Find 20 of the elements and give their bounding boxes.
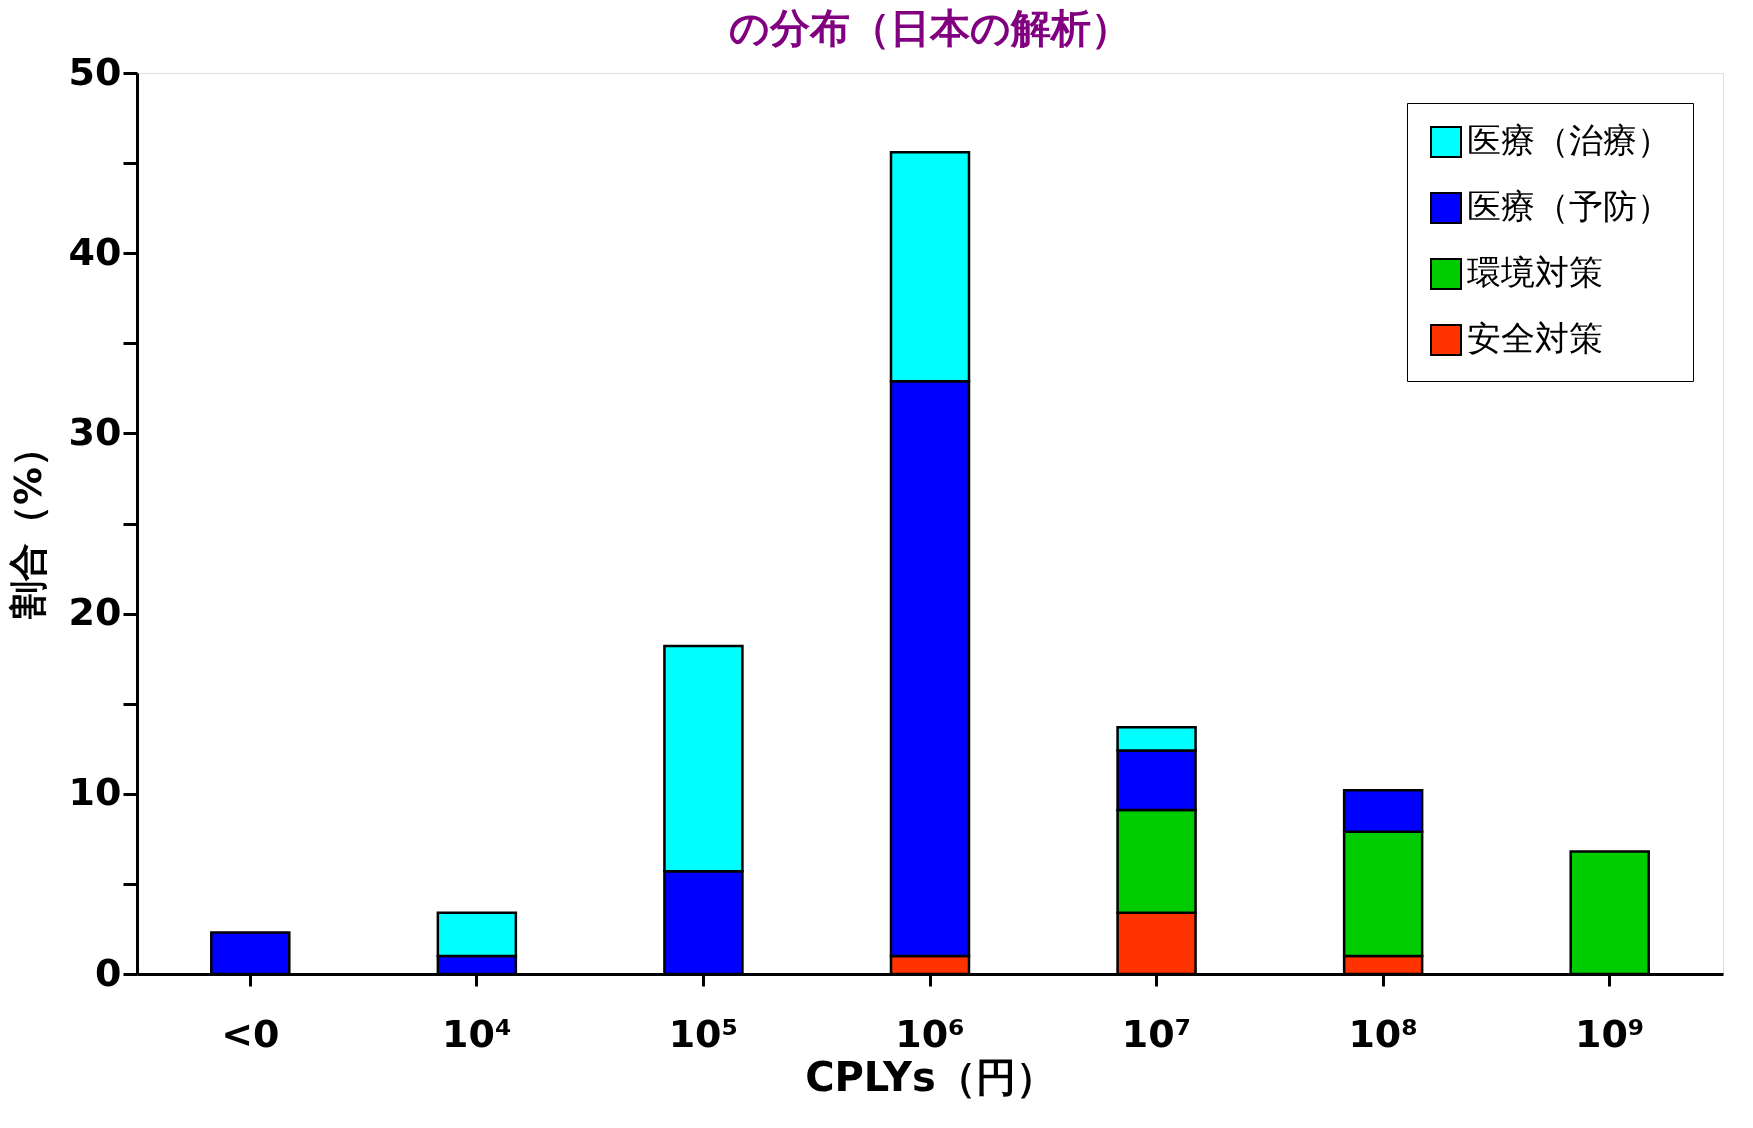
legend-label: 安全対策: [1467, 318, 1603, 358]
x-tick-label: 10⁹: [1574, 1011, 1645, 1056]
x-tick-label: 10⁵: [668, 1011, 739, 1056]
y-tick-label: 50: [68, 49, 122, 94]
legend-label: 医療（治療）: [1467, 120, 1671, 160]
y-tick-label: 40: [68, 229, 122, 274]
x-tick-label: 10⁸: [1348, 1011, 1418, 1056]
y-tick-label: 0: [95, 950, 122, 995]
legend-label: 医療（予防）: [1467, 186, 1671, 226]
legend-label: 環境対策: [1467, 252, 1603, 292]
x-tick-label: <0: [221, 1011, 280, 1056]
y-tick-label: 30: [68, 409, 122, 454]
x-tick-label: 10⁴: [442, 1011, 512, 1056]
y-tick-label: 20: [68, 590, 122, 635]
x-tick-label: 10⁷: [1121, 1011, 1192, 1056]
x-tick-label: 10⁶: [895, 1011, 965, 1056]
y-tick-label: 10: [68, 770, 122, 815]
x-axis-title: CPLYs（円）: [805, 1053, 1056, 1100]
chart-title: の分布（日本の解析）: [729, 5, 1131, 51]
y-axis-title: 割合（%）: [5, 428, 50, 620]
